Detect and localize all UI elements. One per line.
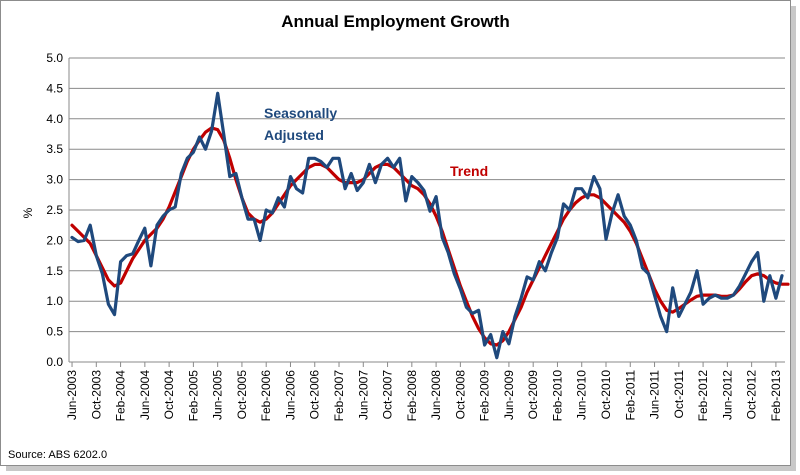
y-tick-label: 3.0 <box>46 173 63 187</box>
x-tick-label: Jun-2006 <box>283 370 297 420</box>
annotation-label: Adjusted <box>264 127 324 143</box>
y-tick-label: 2.5 <box>46 203 63 217</box>
y-tick-label: 0.0 <box>46 355 63 369</box>
series-seasonally-adjusted-line <box>70 91 784 360</box>
x-tick-label: Feb-2013 <box>769 370 783 422</box>
y-tick-label: 5.0 <box>46 51 63 65</box>
y-tick-label: 0.5 <box>46 325 63 339</box>
y-tick-label: 2.0 <box>46 233 63 247</box>
x-tick-label: Oct-2009 <box>526 370 540 420</box>
chart-title: Annual Employment Growth <box>281 12 510 31</box>
x-tick-label: Feb-2007 <box>332 370 346 422</box>
x-tick-label: Jun-2007 <box>356 370 370 420</box>
y-axis-label: % <box>21 207 35 218</box>
x-tick-label: Oct-2003 <box>89 370 103 420</box>
source-note: Source: ABS 6202.0 <box>8 449 108 461</box>
x-tick-label: Jun-2003 <box>65 370 79 420</box>
x-tick-label: Oct-2005 <box>235 370 249 420</box>
x-tick-label: Feb-2012 <box>696 370 710 422</box>
x-tick-label: Oct-2011 <box>672 370 686 419</box>
x-tick-label: Feb-2009 <box>478 370 492 422</box>
chart-plot: 0.0 0.5 1.0 1.5 2.0 2.5 3.0 3.5 4.0 4.5 5.0% Jun-20… <box>21 51 790 422</box>
annotation-label: Trend <box>450 163 488 179</box>
frame-shadow-right <box>791 6 796 471</box>
x-tick-label: Oct-2004 <box>162 370 176 420</box>
x-tick-label: Jun-2005 <box>211 370 225 420</box>
y-tick-label: 3.5 <box>46 142 63 156</box>
x-tick-label: Feb-2005 <box>186 370 200 422</box>
x-tick-label: Jun-2004 <box>138 370 152 420</box>
x-tick-label: Oct-2007 <box>381 370 395 420</box>
x-tick-label: Jun-2010 <box>575 370 589 420</box>
y-tick-label: 1.0 <box>46 294 63 308</box>
y-tick-label: 4.0 <box>46 112 63 126</box>
y-tick-label: 1.5 <box>46 264 63 278</box>
chart-frame <box>0 0 791 466</box>
x-tick-label: Jun-2008 <box>429 370 443 420</box>
x-tick-label: Feb-2011 <box>623 370 637 421</box>
y-tick-label: 4.5 <box>46 81 63 95</box>
x-tick-label: Jun-2009 <box>502 370 516 420</box>
x-tick-label: Jun-2011 <box>648 370 662 419</box>
x-tick-label: Feb-2008 <box>405 370 419 422</box>
frame-shadow-bottom <box>6 466 796 471</box>
x-tick-label: Jun-2012 <box>720 370 734 420</box>
x-tick-label: Feb-2006 <box>259 370 273 422</box>
annotation-label: Seasonally <box>264 105 337 121</box>
x-tick-label: Oct-2012 <box>745 370 759 420</box>
x-tick-label: Oct-2010 <box>599 370 613 420</box>
x-tick-label: Feb-2004 <box>114 370 128 422</box>
x-tick-label: Oct-2006 <box>308 370 322 420</box>
x-tick-label: Feb-2010 <box>550 370 564 422</box>
x-tick-label: Oct-2008 <box>453 370 467 420</box>
